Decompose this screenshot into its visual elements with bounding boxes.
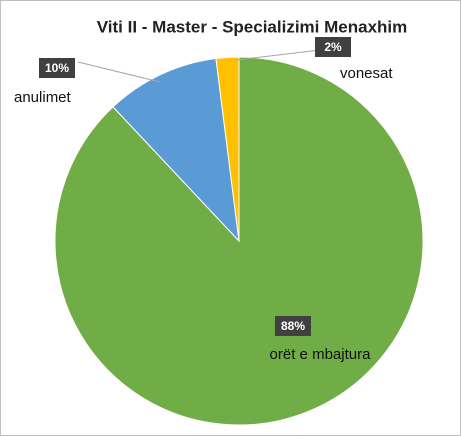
pie-slice: [112, 57, 240, 243]
leader-line: [235, 49, 321, 61]
chart-title: Viti II - Master - Specializimi Menaxhim: [97, 17, 408, 36]
value-label-box: [315, 37, 351, 57]
value-label-box: [275, 316, 311, 336]
value-label: 10%: [45, 61, 69, 75]
value-label-box: [39, 58, 75, 78]
value-label: 2%: [324, 40, 342, 54]
category-label: orët e mbajtura: [270, 346, 372, 363]
category-label: anulimet: [14, 89, 72, 106]
pie-slice: [215, 56, 240, 242]
category-label: vonesat: [340, 65, 393, 82]
value-label: 88%: [281, 319, 305, 333]
leader-line: [77, 61, 161, 83]
